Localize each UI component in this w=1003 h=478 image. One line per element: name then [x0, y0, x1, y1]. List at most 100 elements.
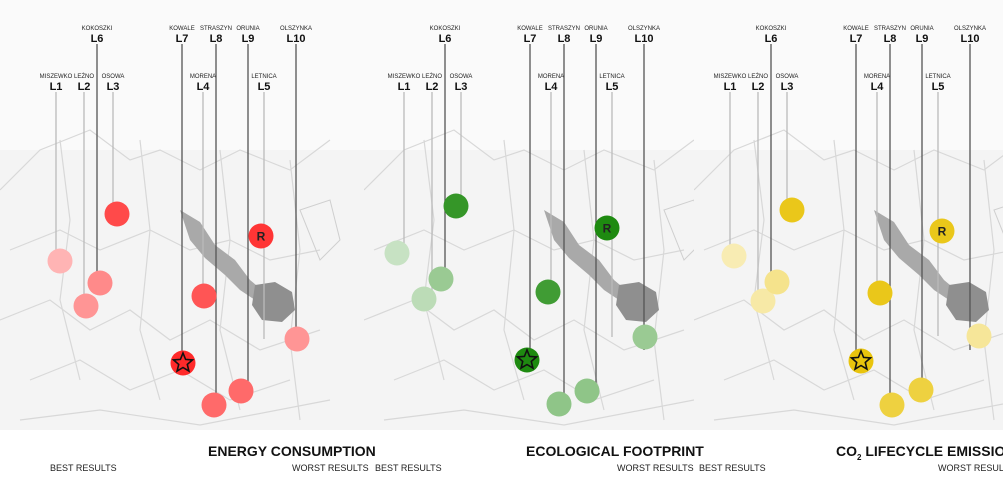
location-name-l7: KOWALE — [169, 26, 194, 32]
district-line — [383, 399, 694, 426]
marker-l2 — [73, 293, 99, 319]
marker-l6 — [87, 270, 113, 296]
chart-title: CO2 LIFECYCLE EMISSIONS — [836, 443, 1003, 462]
district-line — [503, 139, 525, 401]
location-name-l2: LEŻNO — [748, 73, 768, 80]
energy-consumption-panel: MISZEWKO L1 LEŻNO L2 OSOWA L3 MORENA L4 LETNICA L… — [0, 0, 376, 478]
reference-marker-label: R — [603, 222, 612, 236]
worst-results-label: WORST RESULTS — [617, 463, 694, 473]
location-code-l5: L5 — [258, 81, 271, 93]
location-code-l10: L10 — [961, 33, 980, 45]
reference-marker-label: R — [257, 230, 266, 244]
location-name-l1: MISZEWKO — [40, 74, 73, 80]
star-icon — [171, 350, 195, 373]
marker-l4 — [191, 283, 217, 309]
marker-r — [929, 218, 955, 244]
marker-l1 — [721, 243, 747, 269]
district-line — [694, 299, 1003, 351]
location-name-l6: KOKOSZKI — [756, 26, 787, 32]
location-code-l9: L9 — [590, 33, 603, 45]
ecological-footprint-panel: MISZEWKO L1 LEŻNO L2 OSOWA L3 MORENA L4 LETNICA L… — [364, 0, 704, 478]
marker-l6 — [428, 266, 454, 292]
location-code-l8: L8 — [884, 33, 897, 45]
location-name-l10: OLSZYNKA — [280, 26, 312, 32]
marker-l9 — [908, 377, 934, 403]
marker-r — [594, 215, 620, 241]
location-code-l7: L7 — [850, 33, 863, 45]
location-code-l5: L5 — [606, 81, 619, 93]
location-name-l10: OLSZYNKA — [954, 26, 986, 32]
industrial-area — [946, 282, 989, 322]
district-line — [753, 139, 775, 381]
co2-map-chart: MISZEWKOL1LEŻNOL2OSOWAL3MORENAL4LETNICAL… — [694, 0, 1003, 430]
industrial-area — [252, 282, 295, 322]
marker-l9 — [574, 378, 600, 404]
location-code-l1: L1 — [50, 81, 63, 93]
location-name-l4: MORENA — [190, 74, 216, 80]
energy-map-chart: MISZEWKOL1LEŻNOL2OSOWAL3MORENAL4LETNICAL… — [0, 0, 364, 430]
marker-l9 — [228, 378, 254, 404]
location-name-l4: MORENA — [538, 74, 564, 80]
marker-l8 — [201, 392, 227, 418]
location-name-l9: ORUNIA — [236, 26, 259, 32]
location-name-l2: LEŻNO — [422, 73, 442, 80]
location-name-l5: LETNICA — [925, 74, 950, 80]
district-line — [653, 159, 665, 421]
location-code-l7: L7 — [176, 33, 189, 45]
district-line — [583, 149, 605, 411]
marker-l1 — [384, 240, 410, 266]
district-line — [703, 229, 1003, 261]
marker-l1 — [47, 248, 73, 274]
district-line — [983, 159, 995, 421]
worst-results-label: WORST RESULTS — [292, 463, 369, 473]
location-name-l6: KOKOSZKI — [82, 26, 113, 32]
location-code-l10: L10 — [287, 33, 306, 45]
marker-l3 — [104, 201, 130, 227]
river-shape — [874, 210, 956, 300]
worst-results-label: WORST RESULTS — [938, 463, 1003, 473]
location-code-l1: L1 — [724, 81, 737, 93]
marker-l6 — [764, 269, 790, 295]
location-code-l2: L2 — [78, 81, 91, 93]
marker-l5 — [632, 324, 658, 350]
location-name-l3: OSOWA — [102, 74, 125, 80]
district-line — [833, 139, 855, 401]
district-line — [19, 399, 331, 426]
coast-outline — [299, 199, 341, 261]
location-name-l3: OSOWA — [450, 74, 473, 80]
star-icon — [849, 348, 873, 371]
location-code-l1: L1 — [398, 81, 411, 93]
location-name-l7: KOWALE — [517, 26, 542, 32]
location-name-l3: OSOWA — [776, 74, 799, 80]
marker-l4 — [535, 279, 561, 305]
best-results-label: BEST RESULTS — [699, 463, 766, 473]
location-code-l8: L8 — [558, 33, 571, 45]
district-line — [219, 149, 241, 411]
location-code-l2: L2 — [426, 81, 439, 93]
district-line — [139, 139, 161, 401]
marker-l8 — [879, 392, 905, 418]
marker-l5 — [284, 326, 310, 352]
location-code-l9: L9 — [916, 33, 929, 45]
star-icon — [515, 347, 539, 370]
district-line — [694, 129, 1003, 191]
location-code-l8: L8 — [210, 33, 223, 45]
location-name-l8: STRASZYN — [200, 26, 232, 32]
location-code-l7: L7 — [524, 33, 537, 45]
coast-outline — [663, 199, 694, 261]
location-name-l5: LETNICA — [599, 74, 624, 80]
district-line — [364, 129, 694, 191]
location-code-l3: L3 — [455, 81, 468, 93]
marker-l8 — [546, 391, 572, 417]
location-name-l4: MORENA — [864, 74, 890, 80]
district-line — [289, 159, 301, 421]
location-code-l5: L5 — [932, 81, 945, 93]
location-name-l9: ORUNIA — [910, 26, 933, 32]
best-results-label: BEST RESULTS — [375, 463, 442, 473]
location-code-l4: L4 — [545, 81, 559, 93]
location-name-l8: STRASZYN — [874, 26, 906, 32]
location-code-l9: L9 — [242, 33, 255, 45]
location-name-l1: MISZEWKO — [388, 74, 421, 80]
marker-l3 — [443, 193, 469, 219]
location-name-l2: LEŻNO — [74, 73, 94, 80]
